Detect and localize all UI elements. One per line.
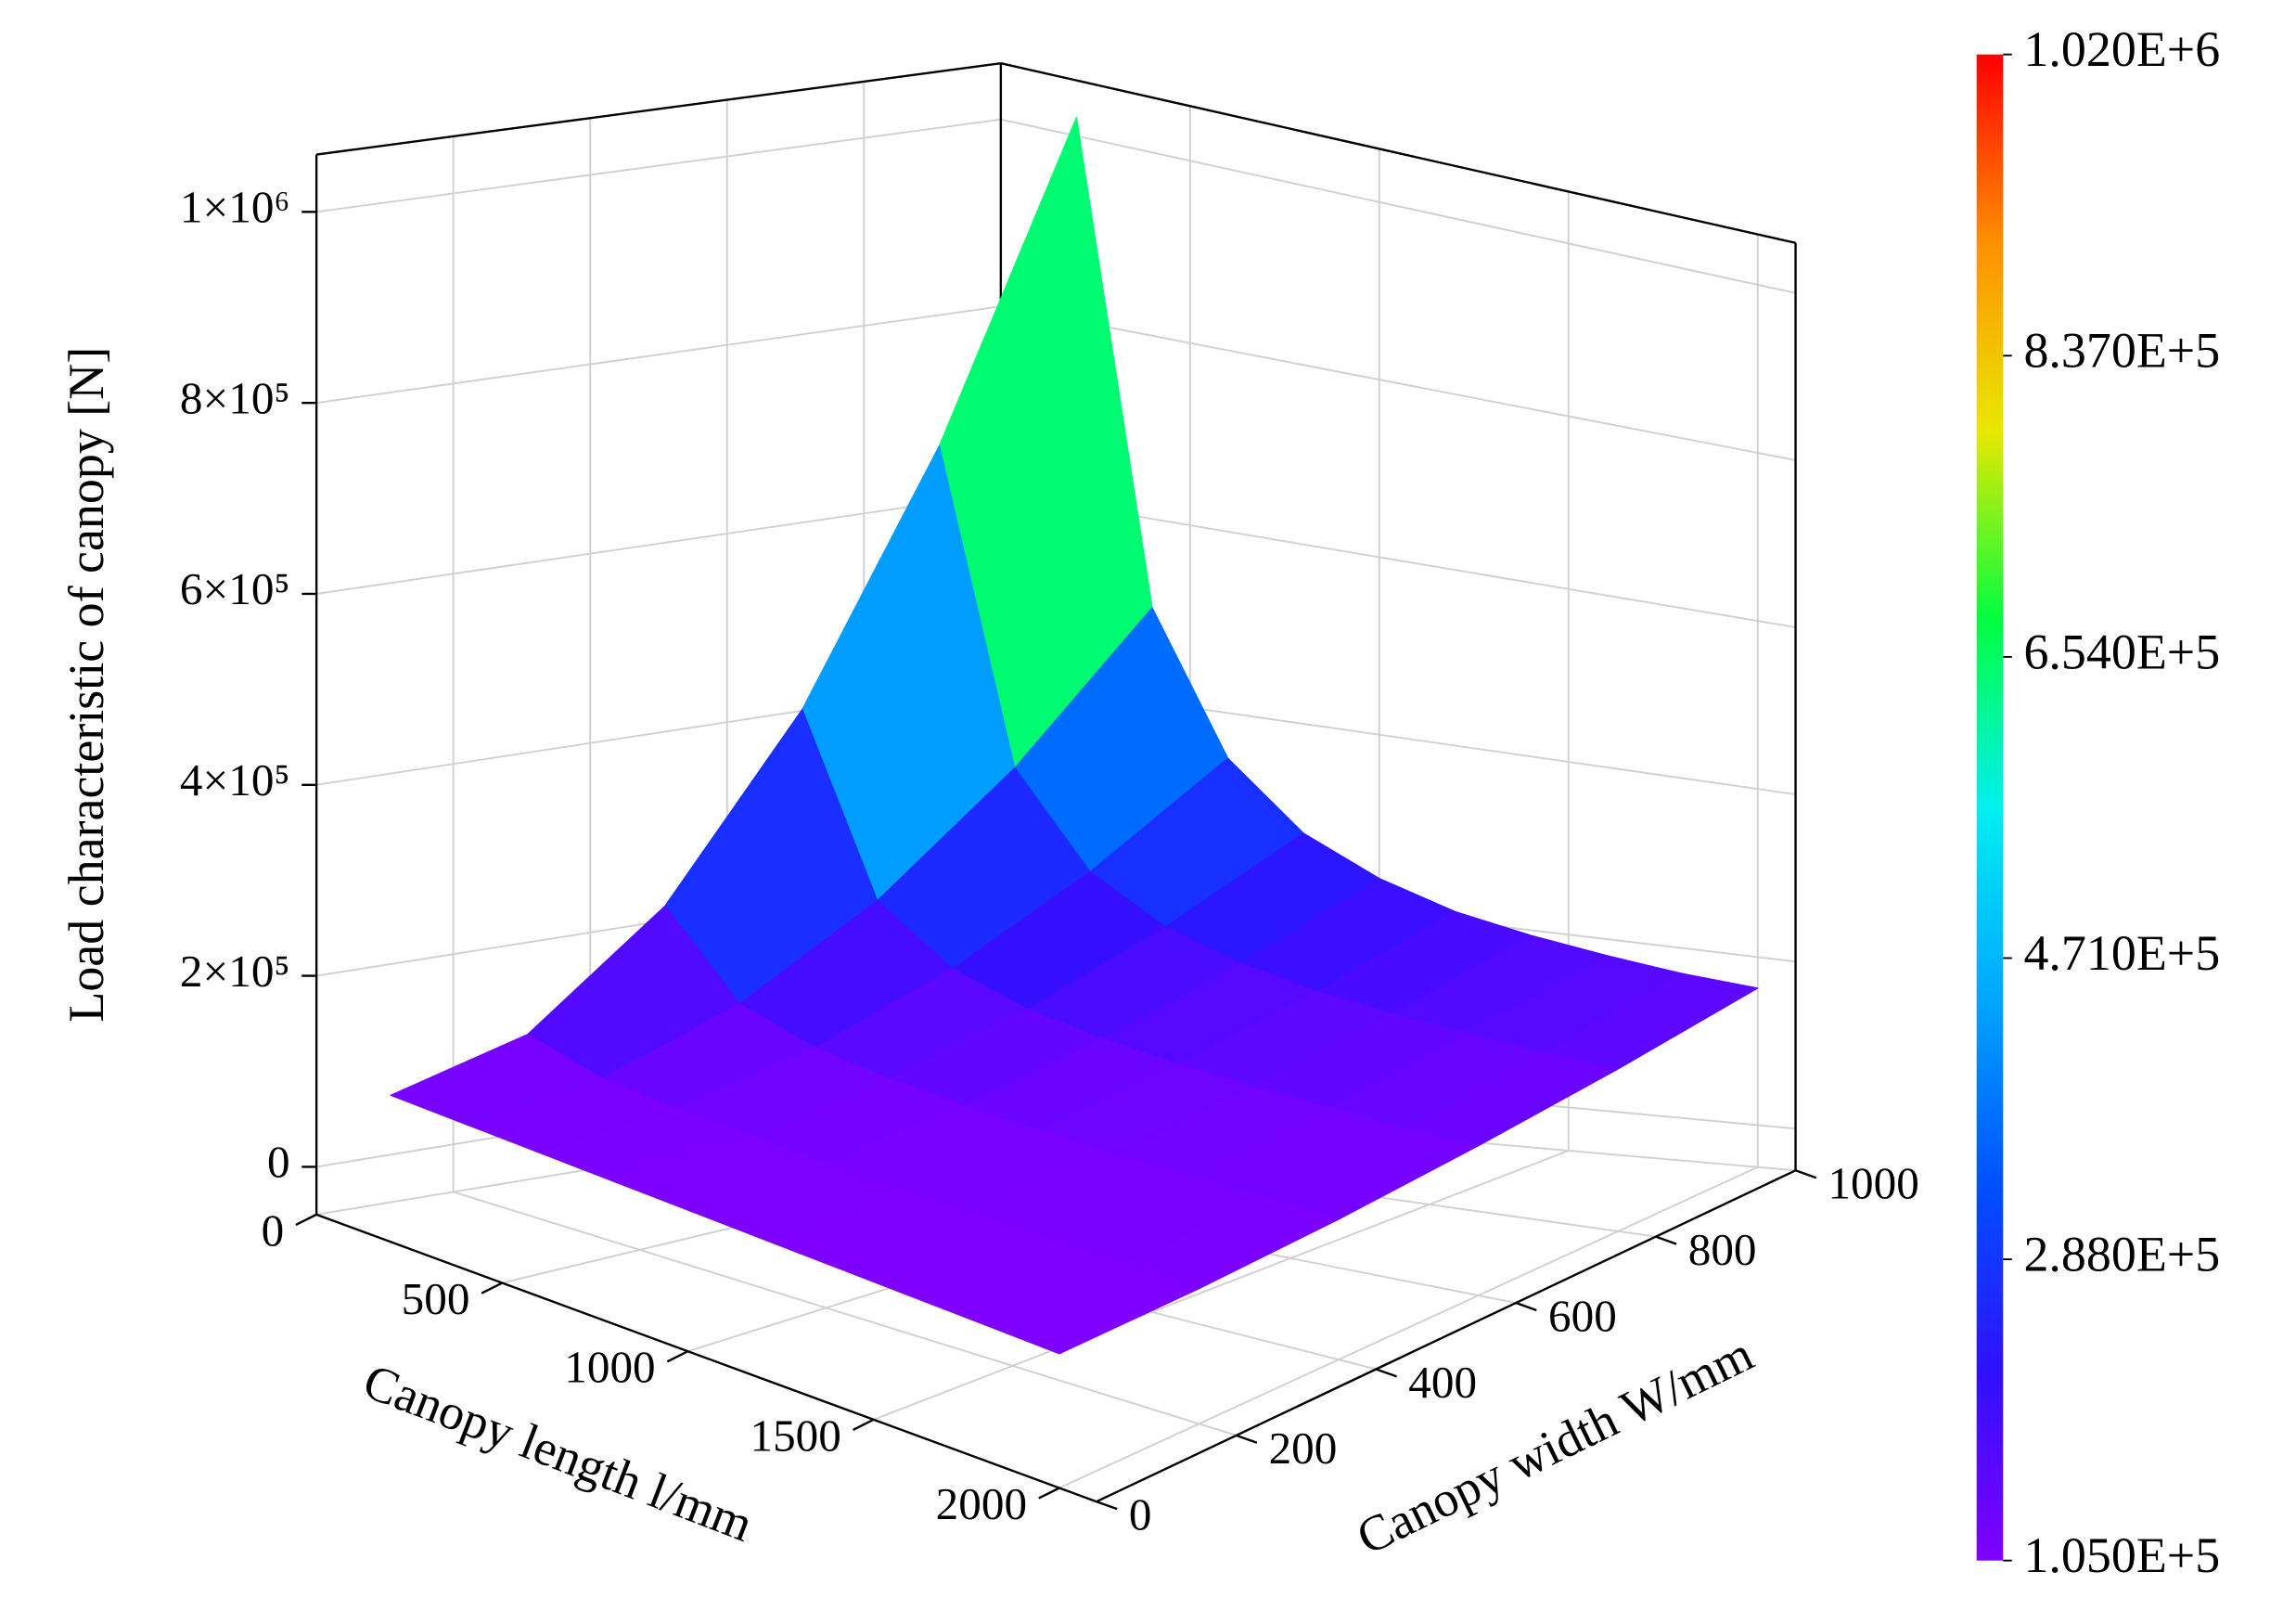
x-tick <box>666 1350 689 1363</box>
colorbar <box>1976 54 2004 1561</box>
y-tick-label: 800 <box>1688 1224 1757 1275</box>
z-axis-title: Load characteristic of canopy [N] <box>58 347 114 1023</box>
z-tick-label: 0 <box>267 1137 290 1188</box>
box-edge <box>1000 62 1796 244</box>
x-tick <box>852 1418 875 1432</box>
y-tick-label: 600 <box>1548 1290 1617 1341</box>
z-tick-label: 6×10⁵ <box>180 563 290 614</box>
box-edge <box>315 1213 1097 1503</box>
box-edge <box>315 62 1002 156</box>
y-tick <box>1376 1368 1398 1378</box>
colorbar-label: 4.710E+5 <box>2023 925 2220 981</box>
grid-line <box>315 492 1001 595</box>
grid-line <box>453 1191 1237 1436</box>
x-tick-label: 2000 <box>936 1478 1027 1529</box>
grid-line <box>1000 118 1796 294</box>
x-tick <box>295 1213 317 1227</box>
colorbar-label: 1.020E+6 <box>2023 21 2220 77</box>
surface-cell <box>984 1262 1200 1355</box>
z-tick-label: 8×10⁵ <box>180 372 290 423</box>
grid-line <box>315 305 1001 405</box>
y-tick <box>1236 1434 1258 1444</box>
y-tick <box>1795 1169 1817 1179</box>
x-tick <box>481 1282 503 1294</box>
y-tick-label: 200 <box>1269 1423 1338 1474</box>
y-tick-label: 0 <box>1129 1489 1152 1540</box>
x-tick-label: 1500 <box>750 1410 840 1461</box>
x-tick-label: 0 <box>262 1204 285 1256</box>
y-tick-label: 400 <box>1408 1357 1477 1408</box>
colorbar-label: 2.880E+5 <box>2023 1226 2220 1282</box>
grid-line <box>315 118 1001 213</box>
z-tick-label: 1×10⁶ <box>180 182 290 233</box>
y-tick-label: 1000 <box>1828 1158 1918 1209</box>
grid-line <box>873 1150 1570 1421</box>
colorbar-label: 8.370E+5 <box>2023 323 2220 379</box>
grid-line <box>1000 305 1796 461</box>
grid-line <box>1058 1166 1759 1489</box>
colorbar-label: 6.540E+5 <box>2023 624 2220 679</box>
x-tick <box>1038 1487 1060 1500</box>
y-tick <box>1096 1501 1118 1511</box>
x-axis-title: Canopy length l/mm <box>356 1353 761 1552</box>
colorbar-label: 1.050E+5 <box>2023 1527 2220 1583</box>
z-tick-label: 4×10⁵ <box>180 754 290 805</box>
y-tick <box>1655 1235 1677 1245</box>
y-tick <box>1515 1301 1537 1312</box>
x-tick-label: 500 <box>402 1273 470 1324</box>
x-tick-label: 1000 <box>564 1342 655 1393</box>
z-tick-label: 2×10⁵ <box>180 946 290 997</box>
box-edge <box>1096 1169 1797 1503</box>
